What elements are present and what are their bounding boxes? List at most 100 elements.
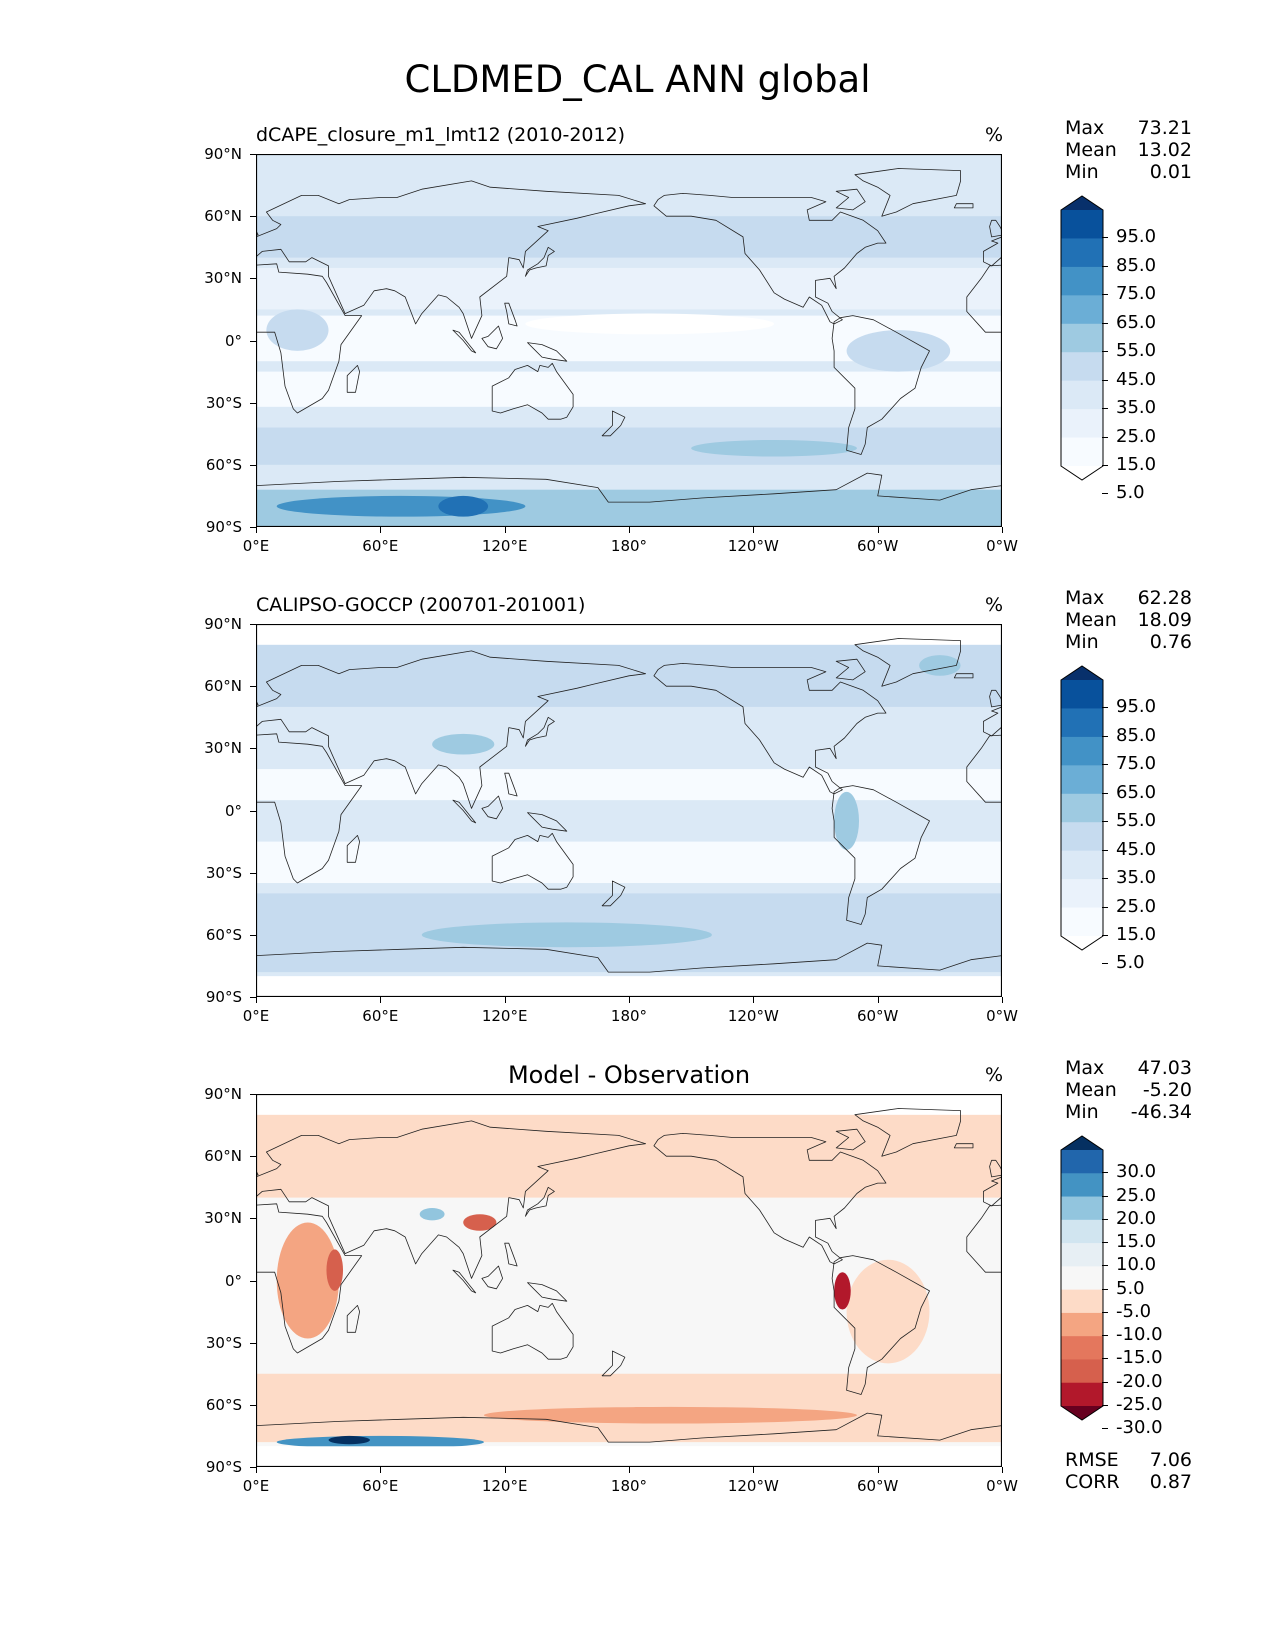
colorbar-tick-mark <box>1102 1218 1108 1220</box>
lat-tick-label: 30°S <box>205 1333 242 1352</box>
field-pacific-clear <box>525 313 775 335</box>
coastline-uk <box>256 699 259 706</box>
colorbar-box <box>1061 879 1103 909</box>
coastline-australia <box>491 1302 574 1360</box>
field-sh-core <box>483 1406 857 1424</box>
colorbar-box <box>1061 437 1103 467</box>
colorbar-box <box>1061 266 1103 296</box>
coastline-iceland <box>953 203 974 209</box>
coastline-greenland <box>854 168 961 217</box>
field-africa <box>276 1222 339 1339</box>
lon-tick-label: 120°W <box>727 537 779 555</box>
colorbar-tick-mark <box>1102 735 1108 737</box>
field-tibet <box>419 1207 445 1221</box>
lon-tick-mark <box>753 527 755 533</box>
colorbar-tick-label: 75.0 <box>1116 753 1157 775</box>
coastline-newguinea <box>527 812 568 832</box>
colorbar-tick-mark <box>1102 465 1108 466</box>
colorbar-tick-mark <box>1102 322 1108 324</box>
lon-tick-mark <box>380 527 382 533</box>
colorbar-tick-label: -10.0 <box>1116 1324 1163 1346</box>
lat-tick-label: 0° <box>224 331 242 350</box>
field-antarctic <box>276 1435 484 1449</box>
lon-tick-mark <box>753 997 755 1003</box>
map-svg <box>256 1094 1002 1467</box>
colorbar-tick-mark <box>1102 351 1108 353</box>
lat-tick-label: 60°S <box>205 925 242 944</box>
colorbar-box <box>1061 1382 1103 1407</box>
colorbar-box <box>1061 1173 1103 1198</box>
coastline-uk <box>256 229 259 236</box>
field-nh-subtropics <box>256 769 1002 801</box>
colorbar-tick-label: -30.0 <box>1116 1417 1163 1439</box>
lat-tick-mark <box>250 1094 256 1095</box>
coastline-sumatra <box>452 1269 477 1294</box>
lat-tick-mark <box>250 402 256 404</box>
lon-tick-label: 120°W <box>727 1477 779 1495</box>
coastline-newzealand <box>601 1350 626 1377</box>
lon-tick-label: 0°W <box>986 1477 1018 1495</box>
colorbar-box <box>1061 907 1103 937</box>
lon-tick-label: 60°E <box>362 537 399 555</box>
coastline-africa <box>256 733 363 884</box>
coastline-newzealand <box>601 410 626 437</box>
coastline-madagascar <box>346 365 360 393</box>
lat-tick-mark <box>250 216 256 218</box>
coastline-baffin <box>835 188 866 211</box>
field-nh-subtropics <box>256 267 1002 310</box>
colorbar-box <box>1061 680 1103 709</box>
lat-tick-mark <box>250 1342 256 1344</box>
map-area <box>256 1094 1002 1467</box>
units-label: % <box>984 124 1004 146</box>
lat-tick-label: 0° <box>224 801 242 820</box>
lon-tick-mark <box>1002 527 1003 533</box>
lon-tick-label: 60°W <box>856 1477 899 1495</box>
lat-tick-mark <box>250 1404 256 1406</box>
colorbar-box <box>1061 1196 1103 1221</box>
colorbar-box <box>1061 1359 1103 1384</box>
colorbar-outline <box>1060 195 1104 481</box>
map-area <box>256 624 1002 997</box>
lat-tick-label: 30°N <box>204 739 242 758</box>
lat-tick-mark <box>250 464 256 466</box>
coastline-borneo <box>481 1265 503 1290</box>
lon-tick-mark <box>629 527 630 533</box>
units-label: % <box>984 594 1004 616</box>
data-field <box>256 644 1002 977</box>
colorbar-tick-mark <box>1102 408 1108 410</box>
colorbar-tick-mark <box>1102 294 1108 296</box>
lon-tick-label: 0°E <box>242 1007 270 1025</box>
colorbar-extend-top <box>1061 666 1103 680</box>
field-tibet <box>432 733 495 755</box>
lat-tick-mark <box>250 154 256 155</box>
lat-tick-label: 60°S <box>205 1395 242 1414</box>
lat-tick-mark <box>250 810 256 812</box>
colorbar-tick-label: 25.0 <box>1116 1184 1157 1206</box>
coastline-eurasia <box>256 1120 646 1279</box>
lon-tick-mark <box>380 997 382 1003</box>
colorbar-tick-label: 30.0 <box>1116 1161 1157 1183</box>
field-antarctic-peak <box>438 495 489 517</box>
colorbar-tick-label: 35.0 <box>1116 867 1157 889</box>
map-frame <box>256 1094 1002 1467</box>
colorbar-box <box>1061 1289 1103 1314</box>
coastlines <box>256 168 1002 527</box>
lat-tick-label: 90°S <box>205 1458 242 1476</box>
coastline-africa <box>256 263 363 414</box>
colorbar-extend-top <box>1061 196 1103 210</box>
lon-tick-label: 180° <box>610 1477 648 1495</box>
colorbar-box <box>1061 1243 1103 1267</box>
coastline-uk <box>989 1159 1002 1178</box>
lon-tick-label: 180° <box>610 537 648 555</box>
lon-tick-label: 120°E <box>481 1477 528 1495</box>
colorbar-box <box>1061 1219 1103 1244</box>
panel-difference: Model - Observation % 90°N 60°N 30°N 0° 30°S… <box>0 940 1275 1495</box>
coastline-philippines <box>504 772 518 797</box>
colorbar-tick-label: 5.0 <box>1116 952 1145 974</box>
lat-tick-mark <box>250 872 256 874</box>
missing-data-north <box>256 1094 1002 1115</box>
coastlines <box>256 1108 1002 1467</box>
lat-tick-label: 30°S <box>205 863 242 882</box>
coastline-northamerica <box>653 663 887 795</box>
lat-tick-label: 60°N <box>204 207 242 226</box>
